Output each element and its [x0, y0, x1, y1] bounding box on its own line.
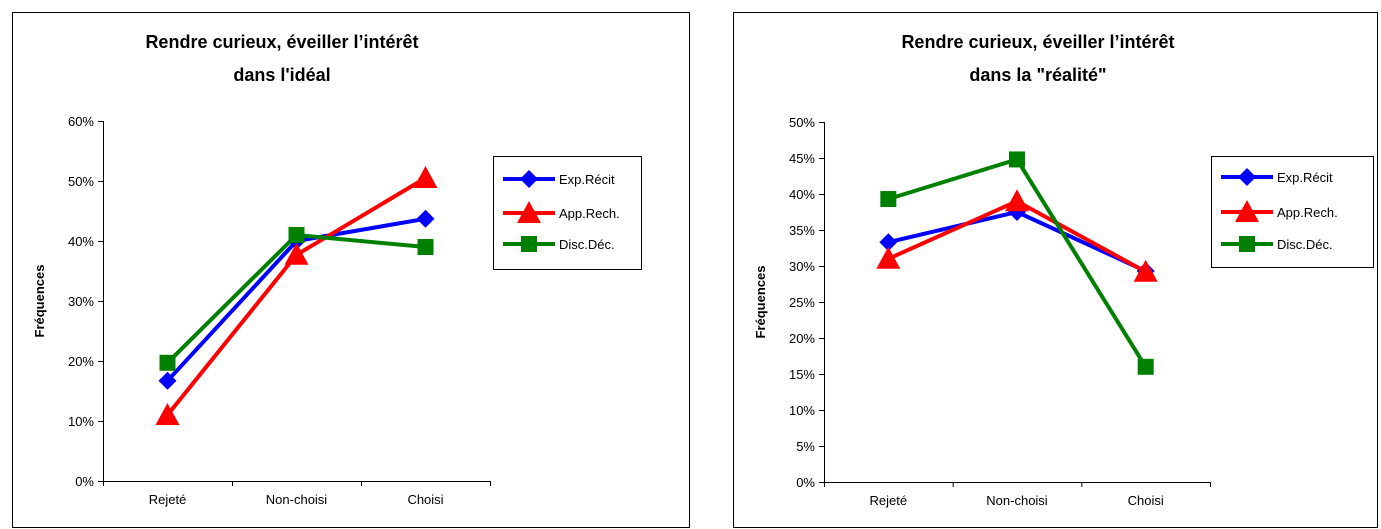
- x-tick-label: Choisi: [1128, 493, 1164, 508]
- x-tick-label: Choisi: [407, 492, 443, 507]
- legend-marker: [517, 201, 541, 223]
- y-tick-label: 20%: [68, 354, 94, 369]
- y-axis-label: Fréquences: [32, 265, 47, 338]
- y-tick-label: 40%: [789, 187, 815, 202]
- y-tick-label: 40%: [68, 234, 94, 249]
- chart-1: Rendre curieux, éveiller l’intérêt dans l…: [12, 12, 690, 528]
- series-triangle: [155, 166, 438, 425]
- x-tick-label: Rejeté: [870, 493, 908, 508]
- y-tick-label: 35%: [789, 223, 815, 238]
- y-tick-label: 50%: [789, 115, 815, 130]
- y-tick-label: 50%: [68, 174, 94, 189]
- y-tick-label: 10%: [68, 414, 94, 429]
- legend: Exp.Récit App.Rech. Disc.Déc.: [1211, 156, 1374, 268]
- y-tick-label: 45%: [789, 151, 815, 166]
- y-tick-label: 60%: [68, 114, 94, 129]
- data-point: [880, 191, 897, 208]
- legend-marker: [1239, 236, 1255, 252]
- chart-title: Rendre curieux, éveiller l’intérêt: [901, 32, 1174, 52]
- series-square: [159, 227, 434, 371]
- legend-marker: [1238, 168, 1256, 186]
- y-tick-label: 15%: [789, 367, 815, 382]
- y-tick-label: 10%: [789, 403, 815, 418]
- series-square: [880, 151, 1154, 375]
- data-point: [284, 242, 309, 265]
- data-point: [879, 233, 898, 252]
- data-point: [1133, 259, 1158, 282]
- y-axis-label: Fréquences: [753, 266, 768, 339]
- chart-frame: [733, 12, 1378, 528]
- y-tick-label: 20%: [789, 331, 815, 346]
- chart-subtitle: dans l'idéal: [233, 65, 330, 85]
- x-tick-label: Rejeté: [149, 492, 187, 507]
- legend-marker: [521, 236, 537, 252]
- data-point: [1005, 189, 1029, 212]
- data-point: [1009, 151, 1025, 168]
- data-point: [416, 209, 435, 228]
- legend-label: Exp.Récit: [559, 172, 615, 187]
- legend-label: App.Rech.: [559, 206, 620, 221]
- data-point: [158, 371, 177, 390]
- x-tick-label: Non-choisi: [986, 493, 1048, 508]
- legend-label: Disc.Déc.: [1277, 237, 1333, 252]
- series-triangle: [876, 189, 1158, 282]
- data-point: [159, 354, 176, 371]
- data-point: [1137, 358, 1154, 375]
- y-tick-label: 25%: [789, 295, 815, 310]
- chart-2: Rendre curieux, éveiller l’intérêt dans l…: [733, 12, 1378, 528]
- y-tick-label: 30%: [789, 259, 815, 274]
- chart-subtitle: dans la "réalité": [969, 65, 1106, 85]
- legend: Exp.Récit App.Rech. Disc.Déc.: [493, 156, 642, 270]
- y-tick-label: 0%: [796, 475, 815, 490]
- y-tick-label: 5%: [796, 439, 815, 454]
- y-tick-label: 0%: [75, 474, 94, 489]
- data-point: [417, 239, 434, 255]
- data-point: [155, 403, 180, 425]
- data-point: [288, 227, 305, 243]
- data-point: [413, 166, 438, 188]
- y-tick-label: 30%: [68, 294, 94, 309]
- data-point: [876, 246, 901, 269]
- legend-label: Exp.Récit: [1277, 170, 1333, 185]
- x-tick-label: Non-choisi: [266, 492, 328, 507]
- legend-marker: [520, 170, 538, 188]
- legend-label: Disc.Déc.: [559, 237, 615, 252]
- legend-marker: [1235, 200, 1259, 222]
- legend-label: App.Rech.: [1277, 205, 1338, 220]
- chart-title: Rendre curieux, éveiller l’intérêt: [145, 32, 418, 52]
